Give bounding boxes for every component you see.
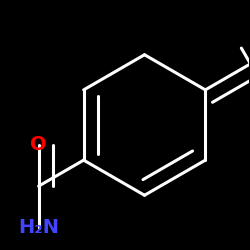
Text: O: O	[30, 135, 47, 154]
Text: H₂N: H₂N	[18, 218, 59, 237]
